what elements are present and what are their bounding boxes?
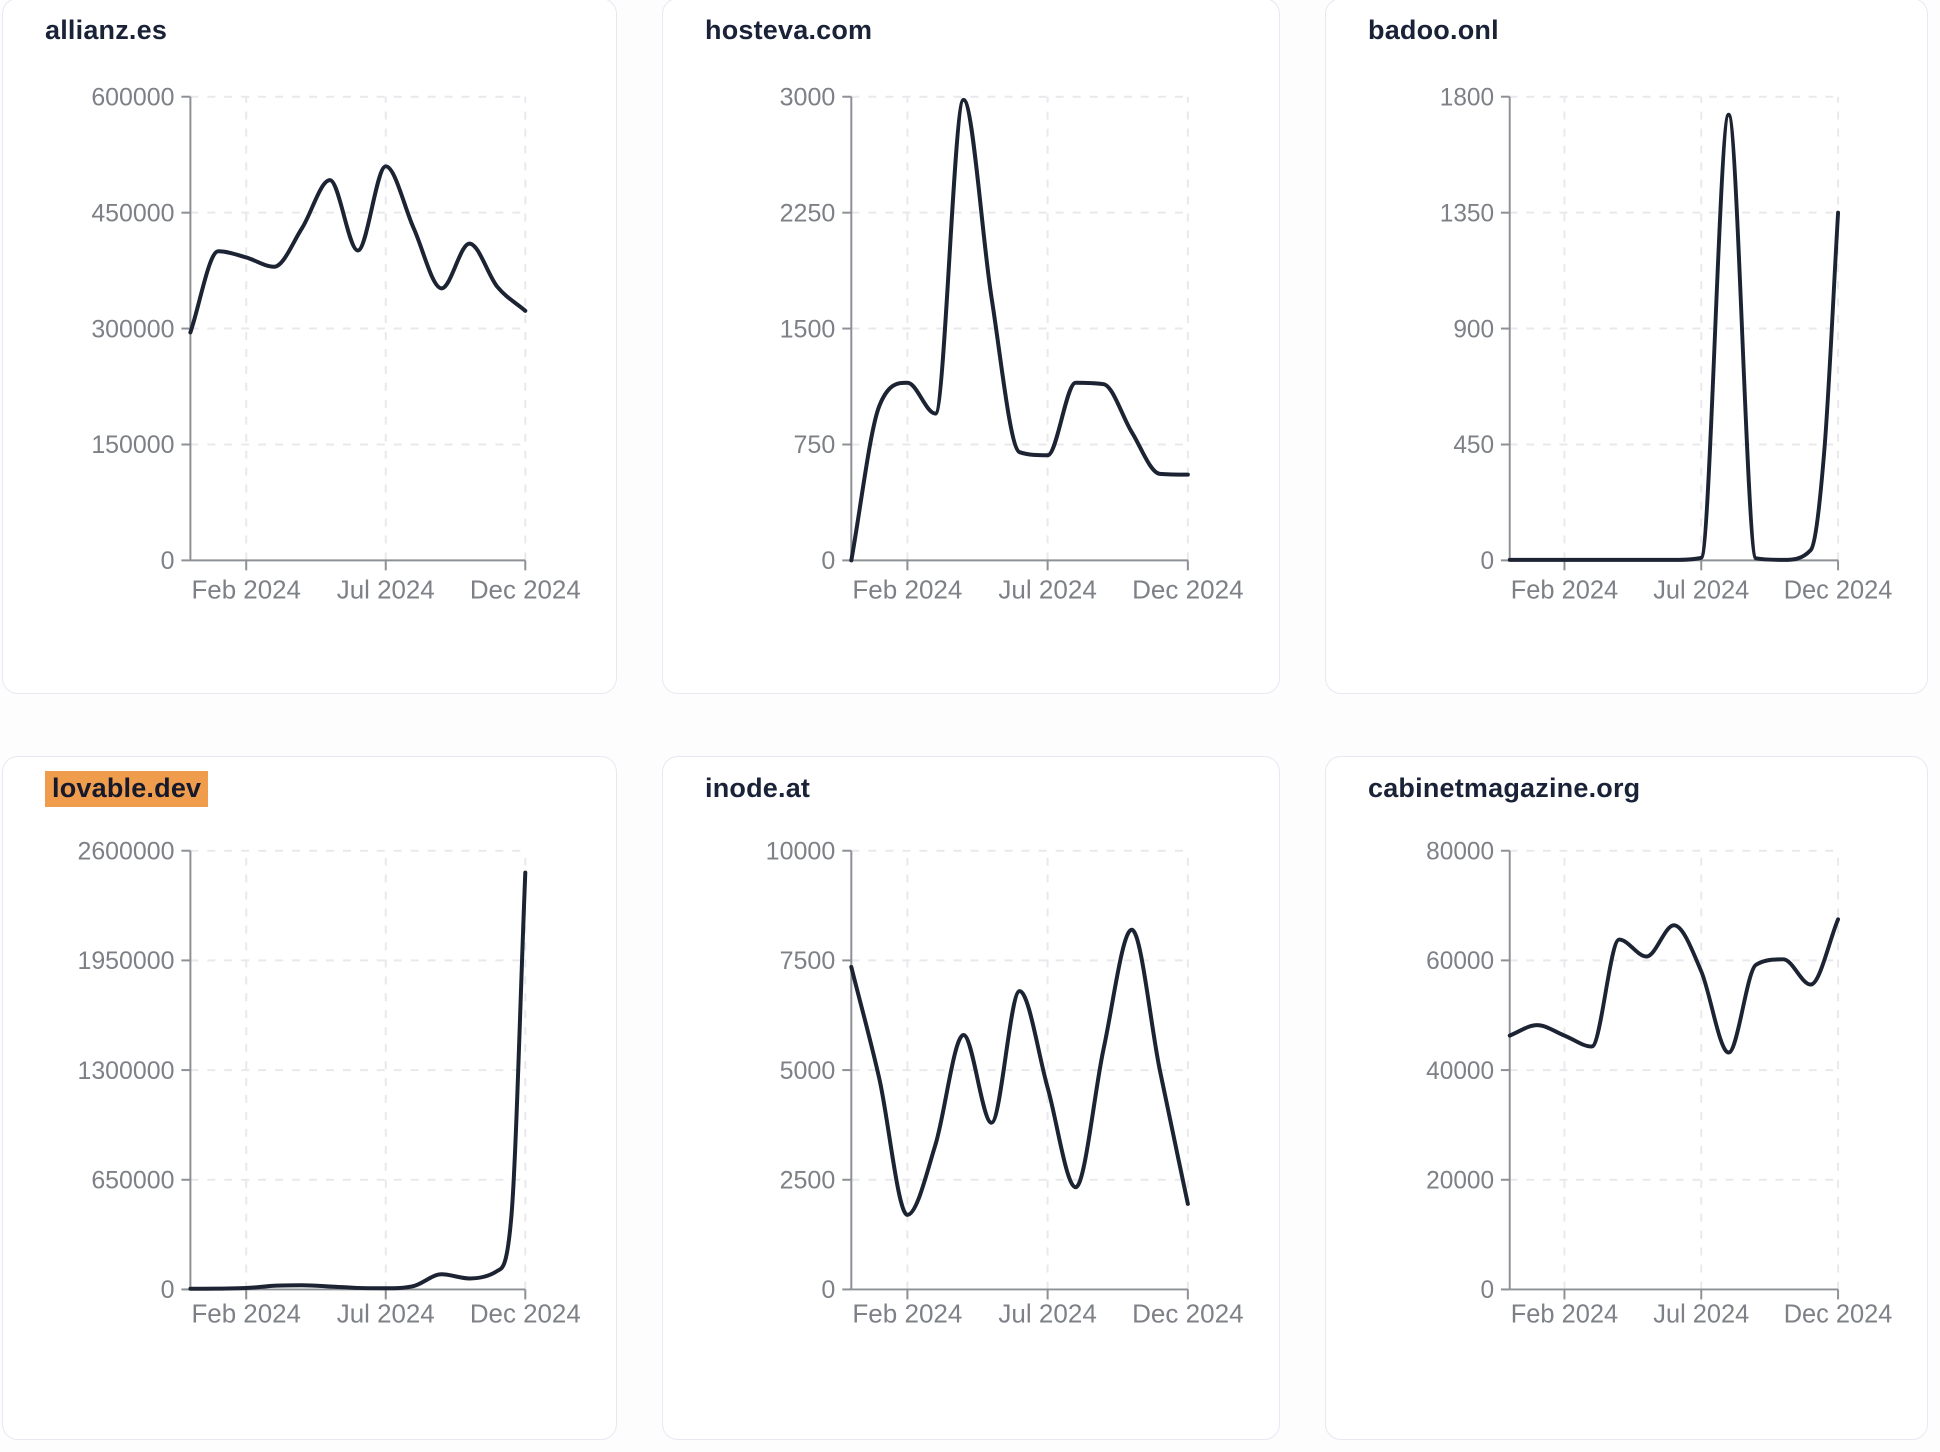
y-tick-label: 40000 <box>1426 1058 1494 1085</box>
x-tick-label: Jul 2024 <box>998 1298 1096 1328</box>
chart-title-text: badoo.onl <box>1368 15 1499 45</box>
y-tick-label: 750 <box>794 431 836 459</box>
chart-card: hosteva.com 3000 2250 1500 750 0 Feb 2024 Jul … <box>662 0 1280 694</box>
chart-title-text: allianz.es <box>45 15 168 45</box>
y-tick-label: 650000 <box>91 1166 174 1194</box>
y-tick-label: 300000 <box>91 315 174 343</box>
y-tick-label: 0 <box>821 547 835 575</box>
y-tick-label: 2500 <box>780 1167 836 1195</box>
chart-card: lovable.dev 2600000 1950000 1300000 650000 0… <box>2 756 617 1440</box>
chart-card: cabinetmagazine.org 80000 60000 40000 20000… <box>1325 756 1928 1440</box>
y-tick-label: 5000 <box>780 1057 836 1085</box>
trend-line <box>188 870 528 1291</box>
x-tick-label: Feb 2024 <box>1511 576 1618 604</box>
trend-line <box>849 97 1190 563</box>
x-tick-label: Jul 2024 <box>1653 576 1749 604</box>
y-tick-label: 150000 <box>91 431 174 459</box>
trend-line <box>1507 112 1841 562</box>
trend-line <box>1507 917 1841 1055</box>
y-tick-label: 0 <box>161 547 175 575</box>
x-tick-label: Jul 2024 <box>1653 1300 1749 1328</box>
x-tick-label: Dec 2024 <box>470 1300 581 1328</box>
chart-card: badoo.onl 1800 1350 900 450 0 Feb 2024 Jul 202… <box>1325 0 1928 694</box>
x-tick-label: Feb 2024 <box>852 574 962 604</box>
y-tick-label: 0 <box>1480 1277 1494 1304</box>
y-tick-label: 2250 <box>780 199 836 227</box>
line-chart: 600000 450000 300000 150000 0 Feb 2024 Jul 202… <box>91 83 581 604</box>
y-tick-label: 7500 <box>780 947 836 975</box>
x-tick-label: Dec 2024 <box>470 576 581 604</box>
chart-card: allianz.es 600000 450000 300000 150000 0 Feb … <box>2 0 617 694</box>
chart-title-text: hosteva.com <box>705 15 873 45</box>
x-tick-label: Jul 2024 <box>998 574 1096 604</box>
x-tick-label: Dec 2024 <box>1132 1298 1243 1328</box>
x-tick-label: Dec 2024 <box>1132 574 1243 604</box>
x-tick-label: Dec 2024 <box>1784 576 1893 604</box>
chart-title-text: cabinetmagazine.org <box>1368 773 1641 803</box>
line-chart: 80000 60000 40000 20000 0 Feb 2024 Jul 2024 Dec… <box>1426 838 1893 1328</box>
y-tick-label: 1950000 <box>77 947 174 975</box>
y-tick-label: 1350 <box>1440 200 1494 227</box>
chart-title: cabinetmagazine.org <box>1368 772 1640 805</box>
y-tick-label: 2600000 <box>77 837 174 865</box>
y-tick-label: 450000 <box>91 199 174 227</box>
x-tick-label: Jul 2024 <box>337 1300 435 1328</box>
chart-title: lovable.dev <box>45 771 209 807</box>
y-tick-label: 450 <box>1453 432 1494 459</box>
y-tick-label: 600000 <box>91 83 174 111</box>
chart-title: hosteva.com <box>705 14 872 47</box>
chart-title-text: lovable.dev <box>45 771 209 807</box>
line-chart: 2600000 1950000 1300000 650000 0 Feb 2024 Jul … <box>77 837 581 1328</box>
trend-line <box>849 927 1190 1217</box>
x-tick-label: Feb 2024 <box>852 1298 962 1328</box>
y-tick-label: 0 <box>1480 548 1494 575</box>
trend-line <box>188 164 528 335</box>
y-tick-label: 0 <box>161 1276 175 1304</box>
line-chart: 10000 7500 5000 2500 0 Feb 2024 Jul 2024 Dec 20… <box>766 837 1244 1328</box>
chart-title: badoo.onl <box>1368 14 1499 47</box>
y-tick-label: 20000 <box>1426 1167 1494 1194</box>
y-tick-label: 900 <box>1453 316 1494 343</box>
x-tick-label: Feb 2024 <box>191 1300 300 1328</box>
y-tick-label: 0 <box>821 1276 835 1304</box>
y-tick-label: 10000 <box>766 837 836 865</box>
x-tick-label: Feb 2024 <box>1511 1300 1618 1328</box>
y-tick-label: 60000 <box>1426 948 1494 975</box>
chart-title-text: inode.at <box>705 773 811 803</box>
y-tick-label: 1300000 <box>77 1057 174 1085</box>
x-tick-label: Jul 2024 <box>337 576 435 604</box>
chart-card: inode.at 10000 7500 5000 2500 0 Feb 2024 Jul 2… <box>662 756 1280 1440</box>
line-chart: 3000 2250 1500 750 0 Feb 2024 Jul 2024 Dec 2024 <box>780 83 1244 604</box>
line-chart: 1800 1350 900 450 0 Feb 2024 Jul 2024 Dec 2024 <box>1440 84 1893 604</box>
y-tick-label: 3000 <box>780 83 836 111</box>
chart-title: inode.at <box>705 772 810 805</box>
x-tick-label: Dec 2024 <box>1784 1300 1893 1328</box>
y-tick-label: 80000 <box>1426 838 1494 865</box>
x-tick-label: Feb 2024 <box>191 576 300 604</box>
chart-title: allianz.es <box>45 14 167 47</box>
y-tick-label: 1500 <box>780 315 836 343</box>
y-tick-label: 1800 <box>1440 84 1494 111</box>
